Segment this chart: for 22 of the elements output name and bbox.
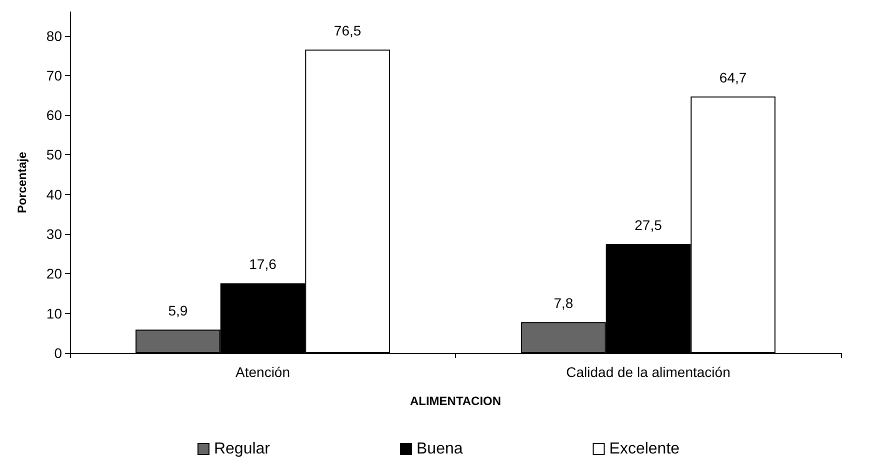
y-tick-label: 30: [46, 226, 62, 242]
y-axis-title: Porcentaje: [15, 151, 29, 214]
y-tick-label: 40: [46, 186, 62, 202]
legend-label: Regular: [214, 440, 271, 458]
y-tick-label: 80: [46, 28, 62, 44]
data-label: 64,7: [719, 69, 747, 86]
y-tick-label: 60: [46, 107, 62, 124]
x-tick-label: Calidad de la alimentación: [566, 364, 730, 380]
data-label: 7,8: [554, 295, 574, 312]
data-label: 17,6: [249, 256, 277, 272]
y-tick-label: 70: [46, 67, 62, 84]
y-tick-label: 0: [54, 345, 62, 361]
y-tick-label: 10: [46, 305, 62, 322]
data-label: 76,5: [334, 22, 362, 39]
data-label: 5,9: [168, 302, 188, 319]
x-tick-label: Atención: [236, 364, 290, 380]
y-tick-label: 50: [46, 146, 62, 163]
data-label: 27,5: [634, 216, 662, 233]
x-axis-title: ALIMENTACION: [410, 394, 502, 408]
y-tick-label: 20: [46, 266, 62, 282]
legend-label: Buena: [416, 440, 463, 458]
legend-label: Excelente: [609, 440, 680, 458]
